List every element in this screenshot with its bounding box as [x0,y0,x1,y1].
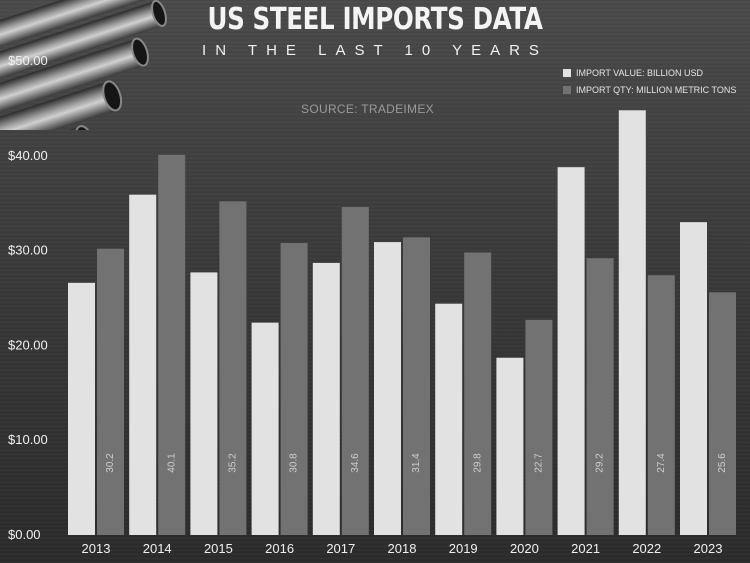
bar-import-value [680,222,707,535]
steel-pipes-illustration [0,0,167,130]
bar-import-value [374,242,401,535]
chart-subtitle: IN THE LAST 10 YEARS [202,42,548,59]
bar-import-qty [341,206,369,535]
y-tick-label: $20.00 [8,337,48,352]
data-label-qty: 29.2 [595,453,606,473]
x-tick-label: 2021 [571,541,600,556]
data-label-qty: 22.7 [534,453,545,473]
x-tick-label: 2019 [449,541,478,556]
data-label-qty: 31.4 [411,453,422,473]
chart-legend: IMPORT VALUE: BILLION USD IMPORT QTY: MI… [563,66,736,100]
x-tick-label: 2014 [143,541,172,556]
bar-import-value [435,303,463,535]
bar-import-value [190,272,218,535]
legend-label-qty: IMPORT QTY: MILLION METRIC TONS [576,85,737,95]
bar-import-qty [219,201,247,535]
legend-label-value: IMPORT VALUE: BILLION USD [576,68,704,78]
x-tick-label: 2013 [82,541,111,556]
bar-import-value [251,322,279,535]
data-label-qty: 34.6 [350,453,361,473]
legend-item-qty: IMPORT QTY: MILLION METRIC TONS [563,83,736,97]
chart-title: US STEEL IMPORTS DATA [207,2,543,37]
bar-import-value [618,110,646,536]
data-label-qty: 40.1 [166,453,177,473]
legend-swatch-value [563,69,571,77]
data-label-qty: 30.8 [289,453,300,473]
x-tick-label: 2015 [204,541,233,556]
bar-import-qty [280,243,308,536]
bar-import-value [496,357,524,535]
bar-import-value [312,262,340,535]
legend-item-value: IMPORT VALUE: BILLION USD [563,66,736,80]
bar-import-qty [158,154,186,536]
bar-import-qty [586,258,614,535]
x-tick-label: 2023 [694,541,723,556]
source-note: SOURCE: TRADEIMEX [301,102,434,116]
y-tick-label: $50.00 [8,53,48,68]
bar-import-qty [464,252,492,535]
x-tick-label: 2020 [510,541,539,556]
bar-import-qty [403,237,430,535]
bar-import-value [68,282,95,535]
data-label-qty: 25.6 [717,453,728,473]
x-tick-label: 2018 [388,541,417,556]
data-label-qty: 27.4 [656,453,667,473]
y-tick-label: $30.00 [8,243,48,258]
bar-import-value [557,167,585,535]
y-tick-label: $0.00 [8,527,41,542]
x-tick-label: 2017 [326,541,355,556]
bar-import-qty [709,292,736,535]
bar-import-qty [97,248,124,536]
data-label-qty: 30.2 [105,453,116,473]
y-tick-label: $40.00 [8,148,48,163]
bar-import-value [129,194,157,535]
legend-swatch-qty [563,86,571,94]
x-tick-label: 2016 [265,541,294,556]
data-label-qty: 29.8 [472,453,483,473]
x-tick-label: 2022 [632,541,661,556]
y-tick-label: $10.00 [8,432,48,447]
bar-import-qty [647,275,675,535]
bar-import-qty [525,319,553,535]
data-label-qty: 35.2 [228,453,239,473]
